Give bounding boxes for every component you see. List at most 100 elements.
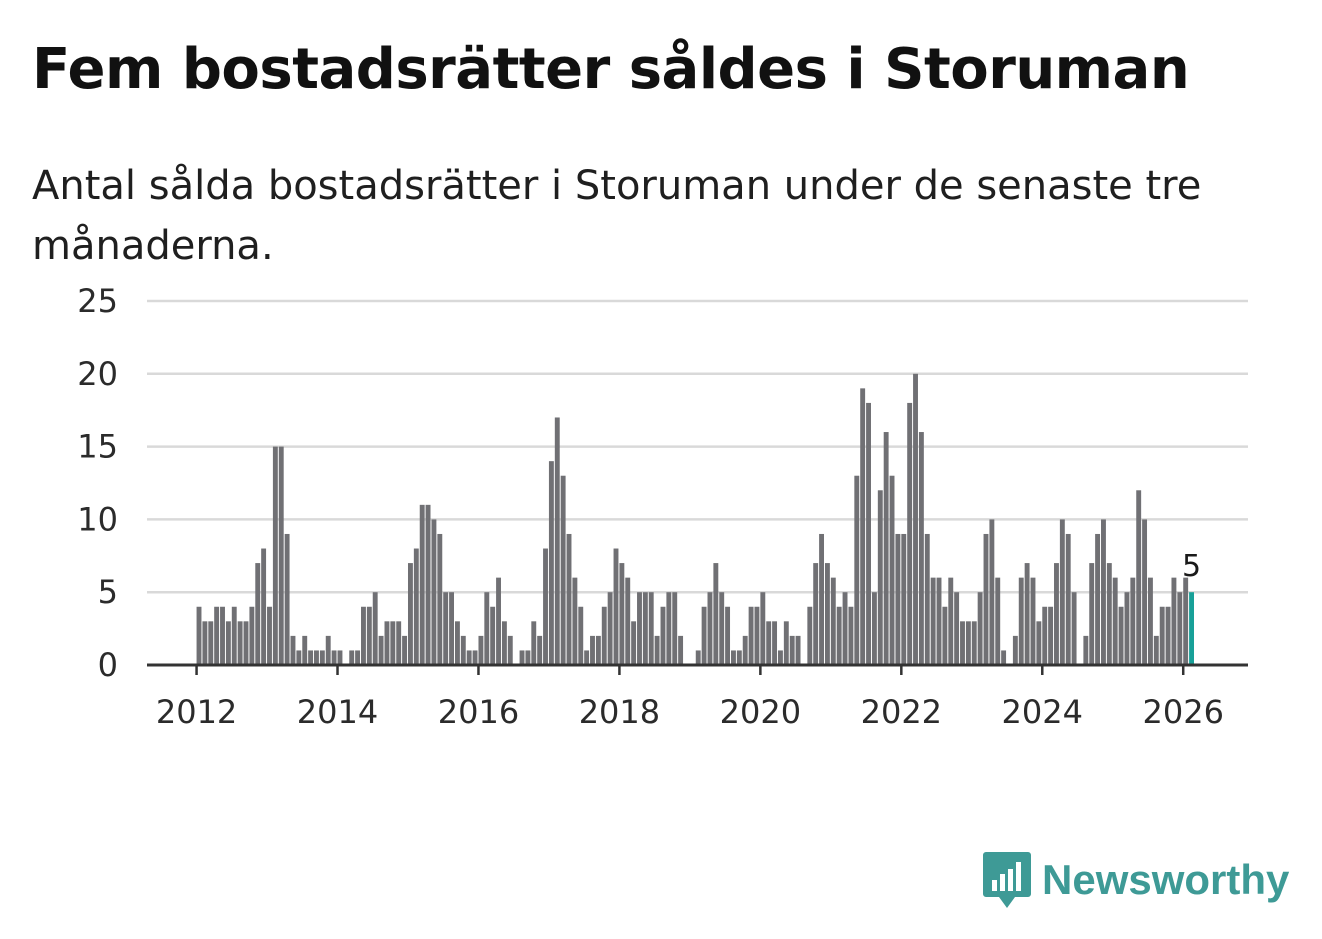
x-tick-label: 2012 — [156, 693, 237, 731]
bar — [1024, 563, 1030, 665]
bar — [631, 621, 637, 665]
x-tick-label: 2016 — [438, 693, 519, 731]
newsworthy-logo-icon — [983, 852, 1031, 908]
bar — [601, 606, 607, 665]
bar — [1106, 563, 1112, 665]
bar — [971, 621, 977, 665]
bar — [672, 592, 678, 665]
bar — [936, 577, 942, 665]
bar — [366, 606, 372, 665]
latest-value-label: 5 — [1182, 549, 1201, 584]
bar — [390, 621, 396, 665]
chart-title: Fem bostadsrätter såldes i Storuman — [32, 37, 1190, 102]
brand-name: Newsworthy — [1042, 856, 1290, 903]
bar — [848, 606, 854, 665]
bar — [883, 432, 889, 665]
bar — [572, 577, 578, 665]
bar — [954, 592, 960, 665]
bar — [225, 621, 231, 665]
bar — [425, 504, 431, 665]
bar — [566, 533, 572, 665]
bar — [196, 606, 202, 665]
bar — [877, 490, 883, 665]
bar — [1095, 533, 1101, 665]
bar — [308, 650, 314, 665]
x-tick-label: 2018 — [579, 693, 660, 731]
bar — [372, 592, 378, 665]
bar — [842, 592, 848, 665]
bar — [648, 592, 654, 665]
bar — [1130, 577, 1136, 665]
bar — [807, 606, 813, 665]
bar — [284, 533, 290, 665]
bar — [707, 592, 713, 665]
bar — [1012, 635, 1018, 665]
bar — [231, 606, 237, 665]
bar — [977, 592, 983, 665]
bar — [924, 533, 930, 665]
bar — [255, 563, 261, 665]
bar — [454, 621, 460, 665]
x-tick-label: 2024 — [1002, 693, 1083, 731]
bar — [1171, 577, 1177, 665]
bar — [472, 650, 478, 665]
y-tick-label: 5 — [98, 573, 118, 611]
bar — [777, 650, 783, 665]
bar — [584, 650, 590, 665]
bar — [1054, 563, 1059, 665]
y-tick-label: 15 — [77, 428, 118, 466]
bar — [871, 592, 877, 665]
bar — [1065, 533, 1071, 665]
bar — [1059, 519, 1065, 665]
y-axis-ticks: 0 5 10 15 20 25 — [77, 282, 118, 684]
bar — [496, 577, 501, 665]
bar — [789, 635, 795, 665]
bar — [701, 606, 707, 665]
bar — [913, 373, 918, 665]
bar — [860, 388, 866, 665]
bar — [983, 533, 989, 665]
bar — [830, 577, 836, 665]
y-tick-label: 25 — [77, 282, 118, 320]
bar — [1136, 490, 1142, 665]
bar — [595, 635, 601, 665]
bar — [249, 606, 255, 665]
bar — [1083, 635, 1089, 665]
x-tick-label: 2026 — [1143, 693, 1224, 731]
bar — [854, 475, 860, 665]
bar — [501, 621, 507, 665]
bar — [1153, 635, 1159, 665]
bar — [590, 635, 595, 665]
bar — [654, 635, 660, 665]
x-tick-label: 2020 — [720, 693, 801, 731]
bar — [695, 650, 701, 665]
bar — [531, 621, 537, 665]
bar — [748, 606, 754, 665]
bar — [719, 592, 725, 665]
bar — [407, 563, 413, 665]
bar — [548, 461, 554, 665]
bar — [1036, 621, 1042, 665]
bar — [1001, 650, 1007, 665]
gridlines — [147, 299, 1248, 594]
bar — [1118, 606, 1124, 665]
bar — [478, 635, 484, 665]
bar — [484, 592, 490, 665]
bar — [220, 606, 225, 665]
bar — [402, 635, 408, 665]
bar — [349, 650, 355, 665]
bar — [1177, 592, 1183, 665]
bar — [960, 621, 965, 665]
bar-latest — [1189, 592, 1194, 665]
bar — [625, 577, 631, 665]
bar — [1018, 577, 1024, 665]
bar — [272, 446, 278, 665]
bar — [930, 577, 936, 665]
bar — [560, 475, 566, 665]
newsworthy-logo[interactable]: Newsworthy — [982, 850, 1289, 910]
bar — [736, 650, 742, 665]
bar — [578, 606, 584, 665]
bar — [637, 592, 642, 665]
bar — [361, 606, 366, 665]
bar — [208, 621, 214, 665]
